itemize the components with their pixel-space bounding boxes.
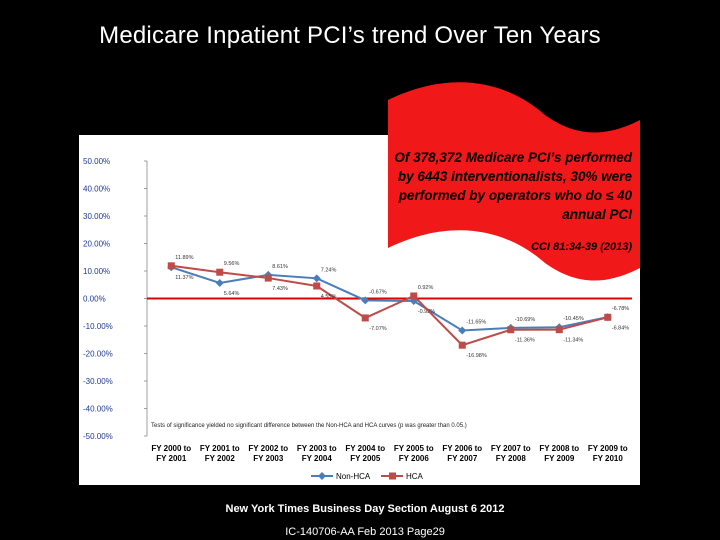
x-tick-label: FY 2000 to FY 2001 xyxy=(151,444,191,463)
data-label: -10.45% xyxy=(563,316,584,322)
data-label: 7.24% xyxy=(321,267,337,273)
series-line-hca xyxy=(171,264,608,347)
data-label: -0.67% xyxy=(369,289,387,295)
data-point-hca xyxy=(410,292,418,300)
data-point-hca xyxy=(167,262,175,270)
data-label: 8.61% xyxy=(272,264,288,270)
data-label: -10.69% xyxy=(515,317,536,323)
data-label: -6.84% xyxy=(612,325,630,331)
data-label: 4.55% xyxy=(321,294,337,300)
y-tick-label: -20.00% xyxy=(83,350,113,359)
data-label: 0.92% xyxy=(418,285,434,291)
footer-id: IC-140706-AA Feb 2013 Page29 xyxy=(285,526,445,538)
y-tick-label: 40.00% xyxy=(83,185,110,194)
legend-marker xyxy=(389,472,396,480)
x-tick-label: FY 2007 to FY 2008 xyxy=(491,444,531,463)
x-tick-label: FY 2009 to FY 2010 xyxy=(588,444,628,463)
data-point-hca xyxy=(313,282,321,290)
data-point-hca xyxy=(604,313,612,321)
y-tick-label: -40.00% xyxy=(83,405,113,414)
y-tick-label: -30.00% xyxy=(83,377,113,386)
y-tick-label: 20.00% xyxy=(83,240,110,249)
data-label: -7.07% xyxy=(369,326,387,332)
x-tick-label: FY 2008 to FY 2009 xyxy=(539,444,579,463)
y-tick-label: 30.00% xyxy=(83,212,110,221)
legend-marker xyxy=(318,472,326,480)
data-label: -16.98% xyxy=(466,353,487,359)
data-point-hca xyxy=(507,326,515,334)
data-label: 9.56% xyxy=(224,261,240,267)
y-tick-label: -50.00% xyxy=(83,432,113,441)
x-tick-label: FY 2005 to FY 2006 xyxy=(394,444,434,463)
data-label: 7.43% xyxy=(272,286,288,292)
data-point-hca xyxy=(216,268,224,276)
data-point-hca xyxy=(458,341,466,349)
callout-text: Of 378,372 Medicare PCI’s performed by 6… xyxy=(394,150,632,222)
x-tick-label: FY 2004 to FY 2005 xyxy=(345,444,385,463)
data-point-non-hca xyxy=(215,278,224,287)
data-point-hca xyxy=(264,274,272,282)
x-tick-label: FY 2006 to FY 2007 xyxy=(442,444,482,463)
legend-label: HCA xyxy=(406,472,424,481)
data-label: -6.78% xyxy=(612,306,630,312)
data-label: -11.34% xyxy=(563,338,583,344)
x-tick-label: FY 2003 to FY 2004 xyxy=(297,444,337,463)
data-point-non-hca xyxy=(458,326,467,335)
x-tick-label: FY 2001 to FY 2002 xyxy=(200,444,240,463)
data-label: 11.37% xyxy=(175,275,193,281)
source-line: New York Times Business Day Section Augu… xyxy=(225,503,505,515)
x-tick-label: FY 2002 to FY 2003 xyxy=(248,444,288,463)
data-label: -0.92% xyxy=(418,309,436,315)
data-label: 5.64% xyxy=(224,291,240,297)
data-point-non-hca xyxy=(312,274,321,283)
y-tick-label: 0.00% xyxy=(83,295,106,304)
y-tick-label: -10.00% xyxy=(83,322,113,331)
series-line-non-hca xyxy=(170,266,608,332)
legend-label: Non-HCA xyxy=(336,472,371,481)
data-label: -11.65% xyxy=(466,320,486,326)
y-tick-label: 10.00% xyxy=(83,267,110,276)
data-label: 11.89% xyxy=(175,255,193,261)
data-point-hca xyxy=(361,314,369,322)
line-chart: 50.00% 40.00% 30.00% 20.00% 10.00% 0.00% -10.0… xyxy=(83,157,632,481)
callout-citation: CCI 81:34-39 (2013) xyxy=(531,241,632,253)
data-point-non-hca xyxy=(361,296,370,305)
y-tick-label: 50.00% xyxy=(83,157,110,166)
data-label: -11.36% xyxy=(515,338,535,344)
slide-title: Medicare Inpatient PCI’s trend Over Ten … xyxy=(99,22,601,49)
significance-annotation: Tests of significance yielded no signifi… xyxy=(151,423,467,429)
data-point-hca xyxy=(555,326,563,334)
